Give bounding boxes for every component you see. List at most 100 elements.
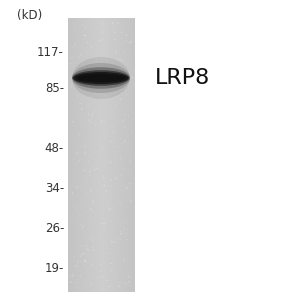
Point [80, 225, 85, 230]
Point [86, 85, 91, 90]
Text: 48-: 48- [45, 142, 64, 154]
Point [123, 187, 128, 192]
Point [129, 130, 134, 134]
Point [107, 193, 112, 198]
Point [74, 221, 79, 226]
Point [79, 243, 84, 248]
Point [126, 274, 131, 279]
Point [121, 58, 126, 63]
Point [68, 43, 73, 48]
Point [124, 220, 128, 225]
Point [109, 284, 113, 289]
Point [89, 143, 94, 148]
Point [94, 166, 99, 171]
Point [82, 223, 86, 228]
Point [71, 119, 76, 124]
Point [118, 28, 123, 33]
Point [128, 181, 133, 186]
Point [107, 251, 112, 256]
Point [71, 157, 76, 162]
Point [83, 260, 88, 264]
Point [82, 251, 86, 256]
Point [70, 64, 75, 69]
Point [112, 30, 117, 34]
Point [87, 189, 92, 194]
Point [78, 214, 82, 218]
Point [77, 281, 82, 286]
Ellipse shape [74, 72, 129, 84]
Point [105, 37, 110, 41]
Point [125, 186, 130, 190]
Point [130, 36, 135, 41]
Point [116, 118, 120, 123]
Point [112, 124, 116, 128]
Point [124, 237, 129, 242]
Point [94, 134, 99, 138]
Point [126, 191, 130, 196]
Point [87, 189, 92, 194]
Point [116, 246, 121, 250]
Point [128, 161, 132, 166]
Point [127, 195, 132, 200]
Point [87, 118, 92, 122]
Point [120, 24, 125, 29]
Point [125, 104, 130, 109]
Point [87, 128, 92, 133]
Point [90, 113, 94, 118]
Point [78, 222, 83, 227]
Point [100, 30, 105, 34]
Point [92, 122, 97, 127]
Point [89, 282, 94, 287]
Point [126, 140, 131, 145]
Point [129, 39, 134, 44]
Point [85, 191, 89, 196]
Point [103, 127, 107, 131]
Point [107, 219, 112, 224]
Point [96, 275, 101, 280]
Point [86, 158, 91, 163]
Point [73, 28, 78, 33]
Point [90, 238, 95, 242]
Point [83, 151, 88, 155]
Point [112, 239, 117, 244]
Point [91, 245, 96, 250]
Point [124, 61, 129, 66]
Point [105, 190, 110, 194]
Point [128, 40, 133, 45]
Point [84, 244, 89, 249]
Point [112, 129, 117, 134]
Point [106, 166, 111, 171]
Point [129, 39, 134, 44]
Point [82, 258, 87, 263]
Point [74, 151, 79, 156]
Point [69, 84, 74, 89]
Point [127, 40, 132, 45]
Point [88, 235, 93, 239]
Point [118, 156, 123, 161]
Point [105, 131, 110, 136]
Point [75, 94, 80, 98]
Point [85, 237, 90, 242]
Point [68, 112, 73, 117]
Point [90, 165, 95, 170]
Point [102, 119, 107, 124]
Point [99, 146, 103, 150]
Point [88, 169, 92, 174]
Point [115, 236, 119, 241]
Point [111, 38, 116, 42]
Point [109, 269, 113, 274]
Point [80, 252, 84, 257]
Point [105, 131, 110, 136]
Point [89, 188, 94, 192]
Point [73, 25, 78, 30]
Point [110, 240, 114, 244]
Point [88, 42, 92, 47]
Point [116, 45, 121, 50]
Point [112, 129, 117, 134]
Point [103, 120, 108, 125]
Point [111, 26, 116, 30]
Point [76, 277, 81, 282]
Point [99, 168, 103, 172]
Point [100, 22, 105, 26]
Point [107, 188, 112, 193]
